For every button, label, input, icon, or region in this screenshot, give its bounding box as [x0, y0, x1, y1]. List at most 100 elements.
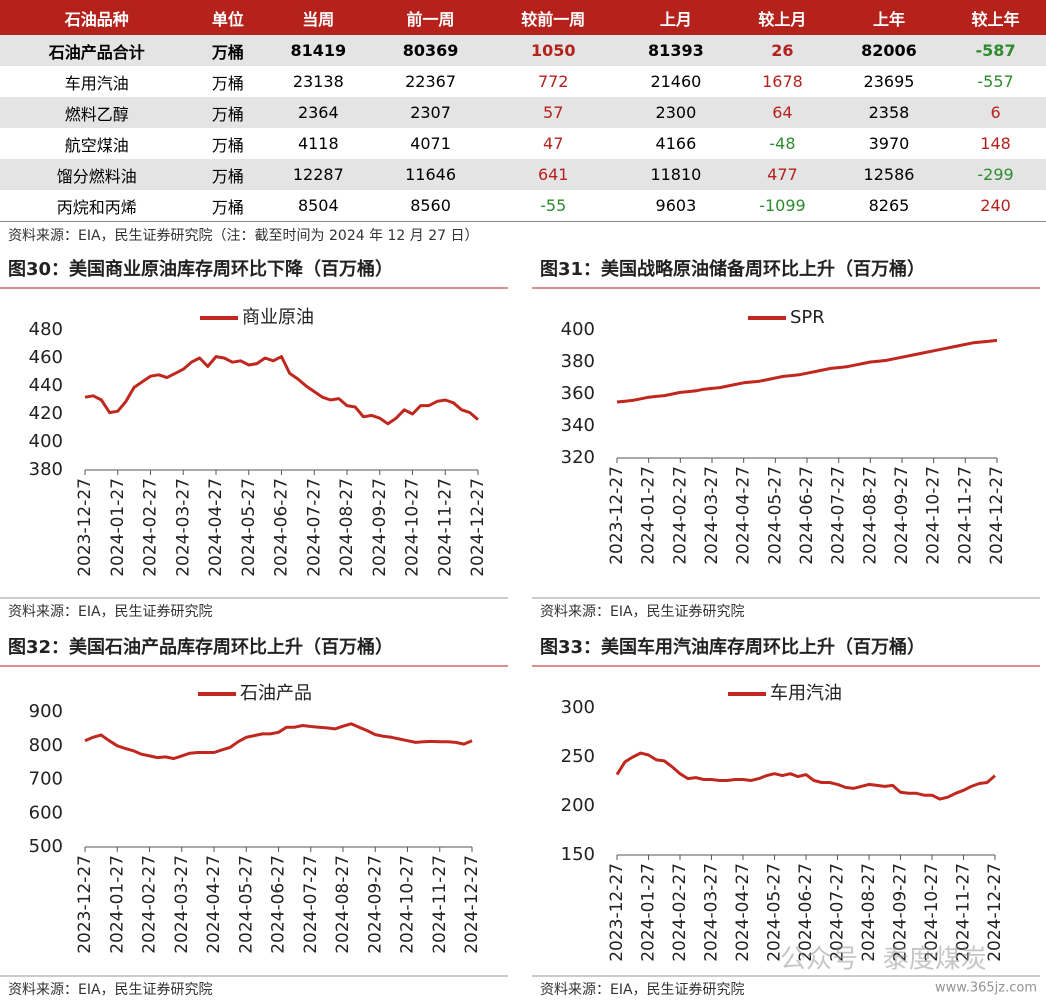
- table-cell: 772: [537, 72, 569, 91]
- y-tick-label: 400: [561, 319, 595, 340]
- table-row: 燃料乙醇 万桶 2364 2307 57 2300 64 2358 6: [0, 97, 1046, 128]
- table-cell: 万桶: [193, 97, 263, 128]
- table-cell: 81393: [619, 35, 733, 66]
- watermark: 公众号 · 泰度煤炭: [780, 945, 987, 975]
- x-tick-label: 2023-12-27: [607, 466, 627, 565]
- y-tick-label: 150: [561, 844, 595, 865]
- x-tick-label: 2024-06-27: [272, 478, 292, 577]
- y-tick-label: 360: [561, 383, 595, 404]
- x-tick-label: 2024-12-27: [987, 466, 1007, 565]
- x-tick-label: 2024-04-27: [734, 466, 754, 565]
- table-cell: -55: [486, 190, 620, 222]
- x-tick-label: 2024-01-27: [107, 855, 127, 954]
- x-tick-label: 2024-12-27: [462, 855, 482, 954]
- table-cell: 12287: [262, 159, 375, 190]
- y-tick-label: 480: [29, 319, 63, 340]
- y-tick-label: 340: [561, 415, 595, 436]
- x-tick-label: 2024-08-27: [860, 466, 880, 565]
- series-line: [84, 355, 479, 426]
- column-header: 上年: [832, 0, 946, 35]
- x-tick-label: 2024-05-27: [765, 863, 785, 962]
- series-line: [84, 722, 473, 761]
- table-cell: 80369: [374, 35, 487, 66]
- legend-label: 商业原油: [242, 307, 314, 328]
- table-cell: 240: [945, 190, 1046, 222]
- y-tick-label: 500: [29, 836, 63, 857]
- table-cell: 4118: [297, 134, 339, 153]
- table-cell: 2364: [262, 97, 375, 128]
- table-cell: 21460: [650, 72, 702, 91]
- x-tick-label: 2024-02-27: [670, 466, 690, 565]
- table-cell: 车用汽油: [64, 73, 129, 93]
- table-cell: 57: [486, 97, 620, 128]
- table-row: 车用汽油 万桶 23138 22367 772 21460 1678 23695 -557: [0, 66, 1046, 97]
- x-tick-label: 2024-10-27: [922, 863, 942, 962]
- x-tick-label: 2024-02-27: [670, 863, 690, 962]
- table-cell: 4166: [655, 134, 697, 153]
- x-tick-label: 2024-07-27: [304, 478, 324, 577]
- table-row: 航空煤油 万桶 4118 4071 47 4166 -48 3970 148: [0, 128, 1046, 159]
- x-tick-label: 2024-08-27: [333, 855, 353, 954]
- table-cell: -48: [769, 134, 796, 153]
- table-cell: 万桶: [193, 35, 263, 66]
- column-header: 前一周: [374, 0, 487, 35]
- x-tick-label: 2024-10-27: [403, 478, 423, 577]
- x-tick-label: 2024-11-27: [430, 855, 450, 954]
- table-row: 丙烷和丙烯 万桶 8504 8560 -55 9603 -1099 8265 240: [0, 190, 1046, 222]
- y-tick-label: 380: [29, 459, 63, 480]
- x-tick-label: 2023-12-27: [75, 855, 95, 954]
- y-tick-label: 200: [561, 795, 595, 816]
- y-tick-label: 320: [561, 447, 595, 468]
- x-tick-label: 2024-01-27: [108, 478, 128, 577]
- table-cell: 馏分燃料油: [0, 159, 194, 190]
- table-cell: 丙烷和丙烯: [0, 190, 194, 222]
- table-cell: -299: [945, 159, 1046, 190]
- table-cell: 航空煤油: [64, 135, 129, 155]
- column-header: 较上年: [945, 0, 1046, 35]
- column-header: 上月: [619, 0, 733, 35]
- y-tick-label: 250: [561, 746, 595, 767]
- series-line: [616, 338, 998, 404]
- table-cell: 2358: [832, 97, 946, 128]
- x-tick-label: 2024-01-27: [639, 466, 659, 565]
- series-line: [615, 751, 996, 801]
- table-cell: 148: [980, 134, 1011, 153]
- x-tick-label: 2024-05-27: [765, 466, 785, 565]
- x-tick-label: 2024-03-27: [172, 855, 192, 954]
- x-tick-label: 2024-03-27: [173, 478, 193, 577]
- x-tick-label: 2024-11-27: [954, 863, 974, 962]
- x-tick-label: 2024-11-27: [955, 466, 975, 565]
- table-cell: 477: [732, 159, 833, 190]
- table-cell: 9603: [619, 190, 733, 222]
- chart-title: 图30：美国商业原油库存周环比下降（百万桶）: [8, 258, 393, 280]
- header-row: 石油品种 单位 当周 前一周 较前一周 上月 较上月 上年 较上年: [0, 0, 1046, 35]
- y-tick-label: 900: [29, 701, 63, 722]
- table-cell: 11646: [374, 159, 487, 190]
- x-tick-label: 2024-06-27: [269, 855, 289, 954]
- x-tick-label: 2024-04-27: [733, 863, 753, 962]
- table-cell: 11810: [619, 159, 733, 190]
- y-tick-label: 420: [29, 403, 63, 424]
- table-cell: 2300: [619, 97, 733, 128]
- table-cell: 4071: [410, 134, 451, 153]
- x-tick-label: 2024-05-27: [236, 855, 256, 954]
- x-tick-label: 2024-10-27: [398, 855, 418, 954]
- x-tick-label: 2024-09-27: [891, 863, 911, 962]
- column-header: 单位: [193, 0, 263, 35]
- table-cell: 3970: [868, 134, 910, 153]
- x-tick-label: 2024-12-27: [985, 863, 1005, 962]
- column-header: 较前一周: [486, 0, 620, 35]
- table-cell: 23695: [863, 72, 915, 91]
- table-cell: 82006: [832, 35, 946, 66]
- x-tick-label: 2024-01-27: [639, 863, 659, 962]
- y-tick-label: 460: [29, 347, 63, 368]
- x-tick-label: 2024-03-27: [702, 863, 722, 962]
- y-tick-label: 380: [561, 351, 595, 372]
- x-tick-label: 2024-03-27: [702, 466, 722, 565]
- x-tick-label: 2024-06-27: [797, 466, 817, 565]
- chart-source: 资料来源：EIA，民生证券研究院: [8, 604, 213, 620]
- inventory-table: 石油品种 单位 当周 前一周 较前一周 上月 较上月 上年 较上年 石油产品合计 万桶 81419 8…: [0, 0, 1046, 222]
- y-tick-label: 300: [561, 697, 595, 718]
- chart-source: 资料来源：EIA，民生证券研究院: [540, 604, 745, 620]
